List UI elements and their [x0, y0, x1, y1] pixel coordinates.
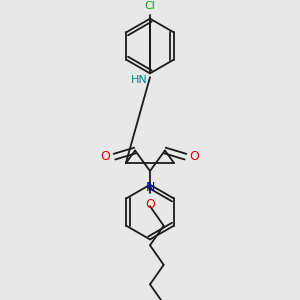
Text: O: O: [145, 198, 155, 212]
Text: Cl: Cl: [145, 1, 155, 11]
Text: O: O: [101, 150, 111, 163]
Text: N: N: [145, 181, 155, 194]
Text: HN: HN: [131, 75, 148, 85]
Text: O: O: [189, 150, 199, 163]
